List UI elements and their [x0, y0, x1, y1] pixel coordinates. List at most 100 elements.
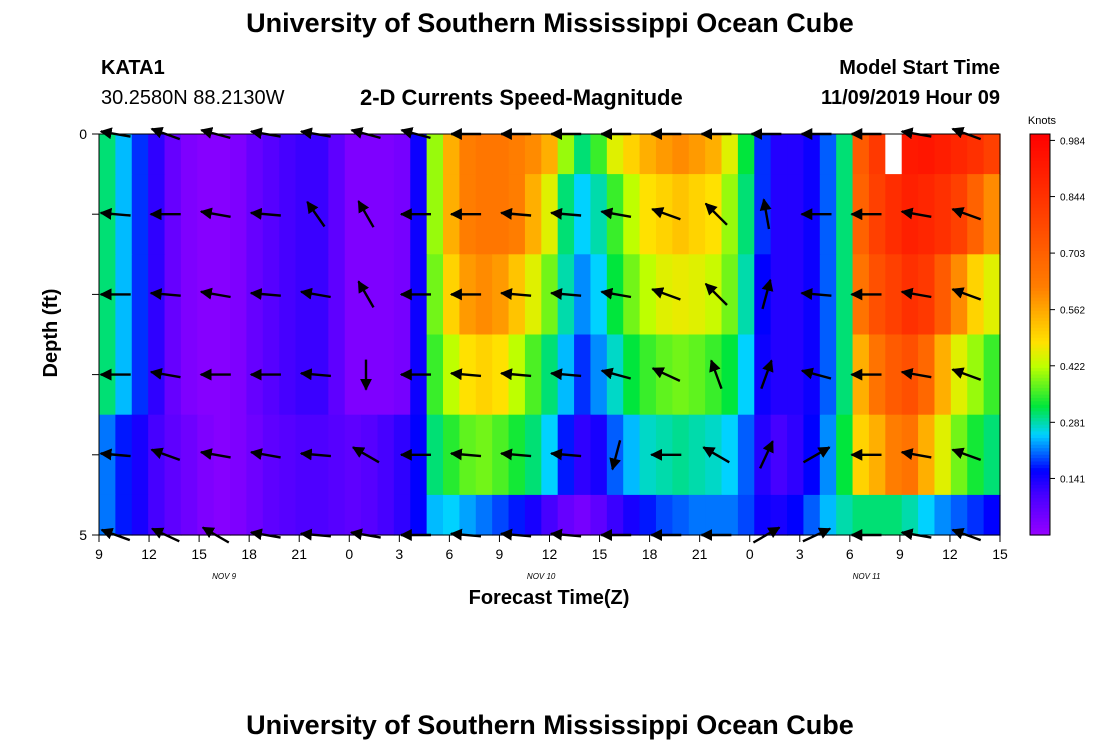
heatmap-cell: [901, 134, 919, 175]
heatmap-cell: [361, 414, 379, 496]
x-tick-label: 0: [746, 546, 754, 562]
heatmap-cell: [983, 414, 1001, 496]
colorbar-segment: [1030, 287, 1050, 292]
heatmap-cell: [475, 494, 493, 536]
y-tick-label: 5: [79, 527, 87, 543]
heatmap-cell: [934, 334, 952, 416]
heatmap-cell: [164, 414, 182, 496]
colorbar-segment: [1030, 177, 1050, 182]
heatmap-cell: [213, 134, 231, 175]
heatmap-cell: [737, 134, 755, 175]
x-axis-label: Forecast Time(Z): [469, 587, 630, 609]
colorbar-segment: [1030, 468, 1050, 473]
colorbar-segment: [1030, 160, 1050, 165]
current-vector-arrow: [800, 367, 832, 380]
colorbar: Knots 0.141 0.281 0.422 0.562 0.703 0.844 0.984: [1028, 115, 1085, 536]
heatmap-cell: [393, 494, 411, 536]
heatmap-cell: [721, 334, 739, 416]
colorbar-segment: [1030, 190, 1050, 195]
current-vector-arrow: [900, 207, 932, 220]
heatmap-cell: [377, 414, 395, 496]
station-id: KATA1: [101, 57, 165, 79]
heatmap-cell: [524, 334, 542, 416]
heatmap-cell: [492, 494, 510, 536]
colorbar-segment: [1030, 271, 1050, 275]
heatmap-cell: [868, 134, 886, 175]
colorbar-segment: [1030, 428, 1050, 433]
current-vector-arrow: [709, 359, 723, 390]
heatmap-cell: [524, 414, 542, 496]
heatmap-cell: [311, 174, 329, 255]
heatmap-cell: [705, 494, 723, 536]
heatmap-cell: [590, 494, 608, 536]
heatmap-cell: [557, 494, 575, 536]
current-vector-arrow: [550, 448, 582, 461]
colorbar-segment: [1030, 267, 1050, 272]
current-vector-arrow: [600, 367, 632, 380]
heatmap-cell: [99, 134, 116, 175]
heatmap-cell: [639, 334, 657, 416]
heatmap-cell: [950, 134, 968, 175]
heatmap-cell: [868, 494, 886, 536]
heatmap-cell: [279, 134, 297, 175]
current-vector-arrow: [249, 288, 281, 301]
heatmap-cell: [230, 174, 248, 255]
heatmap-cell: [328, 414, 346, 496]
heatmap-cell: [344, 494, 362, 536]
colorbar-segment: [1030, 361, 1050, 366]
heatmap-cell: [328, 254, 346, 336]
current-vector-arrow: [651, 287, 681, 301]
heatmap-cell: [655, 494, 673, 536]
heatmap-cell: [344, 134, 362, 175]
heatmap-cell: [344, 334, 362, 416]
heatmap-cell: [787, 254, 805, 336]
heatmap-cell: [918, 174, 936, 255]
colorbar-segment: [1030, 140, 1050, 145]
heatmap-cell: [115, 134, 133, 175]
heatmap-cell: [934, 414, 952, 496]
colorbar-segment: [1030, 157, 1050, 162]
heatmap-cell: [852, 134, 870, 175]
heatmap-cell: [541, 414, 559, 496]
heatmap-cell: [787, 174, 805, 255]
heatmap-cell: [475, 174, 493, 255]
x-tick-label: 12: [542, 546, 558, 562]
heatmap-cell: [819, 134, 837, 175]
heatmap-cell: [377, 174, 395, 255]
heatmap-cell: [131, 494, 149, 536]
colorbar-segment: [1030, 461, 1050, 466]
colorbar-segment: [1030, 174, 1050, 179]
heatmap-cell: [918, 414, 936, 496]
heatmap-cell: [590, 334, 608, 416]
heatmap-cell: [721, 134, 739, 175]
x-axis: 9 12 15 18 21 0 3 6 9 12 15 18 21 0 3 6 9 12 15 NOV 9 NOV 10…: [95, 535, 1008, 581]
heatmap-cell: [164, 134, 182, 175]
heatmap-cell: [918, 334, 936, 416]
heatmap-cell: [131, 134, 149, 175]
heatmap-cell: [934, 134, 952, 175]
heatmap-cell: [377, 494, 395, 536]
heatmap-cell: [770, 254, 788, 336]
heatmap-cell: [836, 414, 854, 496]
colorbar-label: Knots: [1028, 115, 1057, 127]
x-tick-label: 6: [846, 546, 854, 562]
heatmap-cell: [524, 134, 542, 175]
heatmap-cell: [983, 254, 1001, 336]
colorbar-segment: [1030, 414, 1050, 419]
colorbar-segment: [1030, 357, 1050, 362]
current-vector-arrow: [759, 198, 772, 230]
heatmap-cell: [230, 134, 248, 175]
heatmap-cell: [230, 334, 248, 416]
heatmap-cell: [131, 414, 149, 496]
heatmap-cell: [475, 334, 493, 416]
colorbar-segment: [1030, 364, 1050, 369]
colorbar-segment: [1030, 247, 1050, 252]
colorbar-segment: [1030, 334, 1050, 339]
colorbar-segment: [1030, 230, 1050, 235]
heatmap-cell: [410, 494, 428, 536]
colorbar-segment: [1030, 431, 1050, 436]
current-vector-arrow: [760, 359, 774, 390]
heatmap-cell: [688, 334, 706, 416]
heatmap-cell: [672, 254, 690, 336]
heatmap-cell: [754, 134, 772, 175]
